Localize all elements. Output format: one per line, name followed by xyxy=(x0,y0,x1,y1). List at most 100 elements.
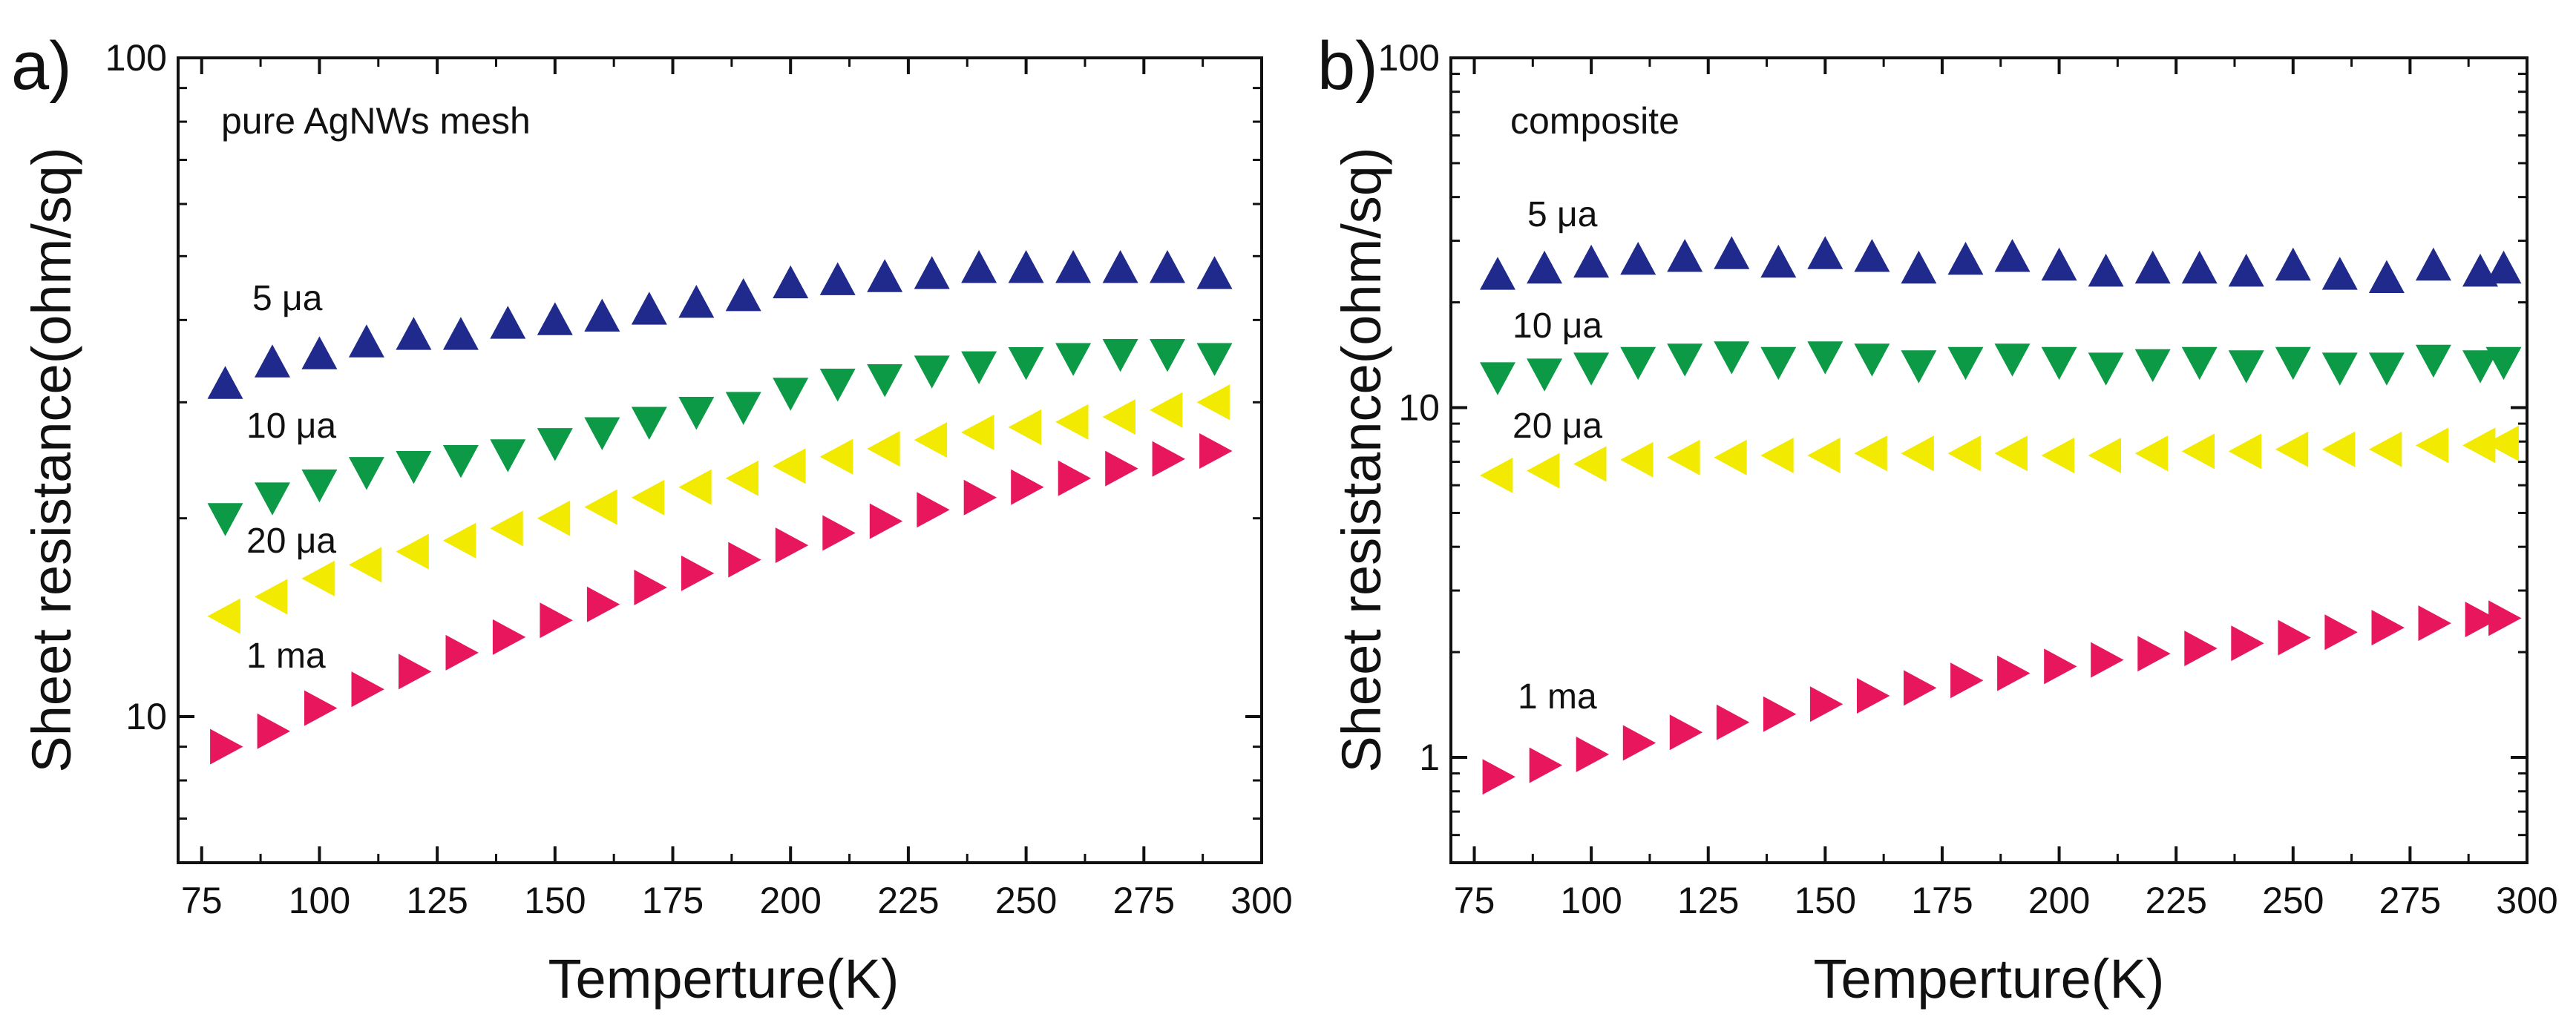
data-point xyxy=(2228,433,2262,470)
data-point xyxy=(681,555,715,591)
x-tick-label: 250 xyxy=(2262,880,2324,921)
data-point xyxy=(1573,446,1607,482)
data-point xyxy=(1008,347,1044,381)
x-axis-title: Temperture(K) xyxy=(548,948,899,1010)
data-point xyxy=(1950,662,1984,699)
data-point xyxy=(1529,747,1563,783)
data-point xyxy=(1199,433,1233,469)
data-point xyxy=(396,317,432,350)
data-point xyxy=(914,355,950,389)
data-point xyxy=(867,259,903,292)
plot-frame xyxy=(1449,56,2529,864)
x-axis-title: Temperture(K) xyxy=(1814,948,2165,1010)
data-point xyxy=(207,366,243,399)
data-point xyxy=(2462,350,2498,384)
series-2 xyxy=(207,384,1230,634)
data-point xyxy=(1622,725,1656,761)
data-point xyxy=(819,262,856,295)
data-point xyxy=(399,654,432,690)
data-point xyxy=(1760,346,1797,381)
data-point xyxy=(634,570,667,605)
panel-annotation: pure AgNWs mesh xyxy=(221,100,531,142)
data-point xyxy=(2181,346,2218,381)
data-point xyxy=(442,522,476,559)
data-point xyxy=(396,451,432,484)
data-point xyxy=(2418,605,2451,642)
data-point xyxy=(257,713,290,749)
x-tick-label: 75 xyxy=(1454,880,1495,921)
series-1 xyxy=(1480,341,2522,395)
series-label: 1 ma xyxy=(1518,677,1597,717)
data-point xyxy=(867,364,903,398)
data-point xyxy=(631,292,667,325)
data-point xyxy=(1760,438,1794,473)
data-point xyxy=(2134,250,2171,284)
data-point xyxy=(1480,257,1515,290)
data-point xyxy=(2485,346,2522,381)
series-0 xyxy=(1480,236,2522,293)
data-point xyxy=(537,302,573,335)
data-point xyxy=(1527,250,1563,284)
x-tick-label: 100 xyxy=(1560,880,1622,921)
data-point xyxy=(1807,236,1843,269)
data-point xyxy=(2321,431,2356,467)
series-3 xyxy=(210,433,1233,765)
data-point xyxy=(1760,244,1797,278)
data-point xyxy=(963,479,997,516)
data-point xyxy=(917,492,950,528)
data-point xyxy=(2041,346,2077,381)
plot-frame xyxy=(177,56,1263,864)
data-point xyxy=(1150,250,1185,283)
x-tick-label: 225 xyxy=(2145,880,2206,921)
series-0 xyxy=(207,250,1233,399)
data-point xyxy=(725,460,759,496)
data-point xyxy=(728,542,761,578)
data-point xyxy=(678,285,715,318)
data-point xyxy=(1854,435,1887,472)
x-tick-label: 125 xyxy=(406,880,468,921)
data-point xyxy=(1102,399,1135,435)
data-point xyxy=(2091,642,2124,678)
data-point xyxy=(869,503,903,539)
data-point xyxy=(1620,242,1656,275)
data-point xyxy=(1102,250,1138,283)
x-tick-label: 300 xyxy=(1230,880,1292,921)
data-point xyxy=(867,431,900,467)
x-tick-label: 300 xyxy=(2496,880,2557,921)
data-point xyxy=(584,417,620,450)
data-point xyxy=(1620,346,1656,381)
data-point xyxy=(490,439,526,473)
data-point xyxy=(2462,427,2496,464)
data-point xyxy=(773,448,806,484)
data-point xyxy=(2044,648,2077,685)
data-point xyxy=(1714,341,1750,375)
series-label: 10 μa xyxy=(1513,306,1602,346)
x-tick-label: 175 xyxy=(1911,880,1973,921)
data-point xyxy=(1196,384,1230,421)
x-tick-label: 275 xyxy=(1113,880,1175,921)
data-point xyxy=(1857,678,1890,714)
data-point xyxy=(2228,350,2264,384)
data-point xyxy=(773,265,809,299)
data-point xyxy=(1150,339,1185,372)
data-point xyxy=(1854,239,1890,272)
data-point xyxy=(1714,439,1747,475)
data-point xyxy=(1947,346,1984,381)
y-tick-label: 10 xyxy=(125,696,167,737)
data-point xyxy=(1994,239,2031,272)
data-point xyxy=(1994,343,2031,377)
data-point xyxy=(1008,250,1044,283)
data-point xyxy=(1667,343,1703,377)
data-point xyxy=(1997,655,2031,691)
y-tick-label: 10 xyxy=(1398,387,1440,429)
y-axis-title: Sheet resistance(ohm/sq) xyxy=(1331,147,1392,772)
data-point xyxy=(540,602,573,639)
data-point xyxy=(1901,435,1934,472)
data-point xyxy=(2321,257,2358,290)
data-point xyxy=(819,369,856,402)
x-tick-label: 225 xyxy=(877,880,939,921)
x-tick-label: 175 xyxy=(642,880,704,921)
data-point xyxy=(537,500,571,536)
series-label: 5 μa xyxy=(1527,195,1598,234)
data-point xyxy=(1102,339,1138,372)
